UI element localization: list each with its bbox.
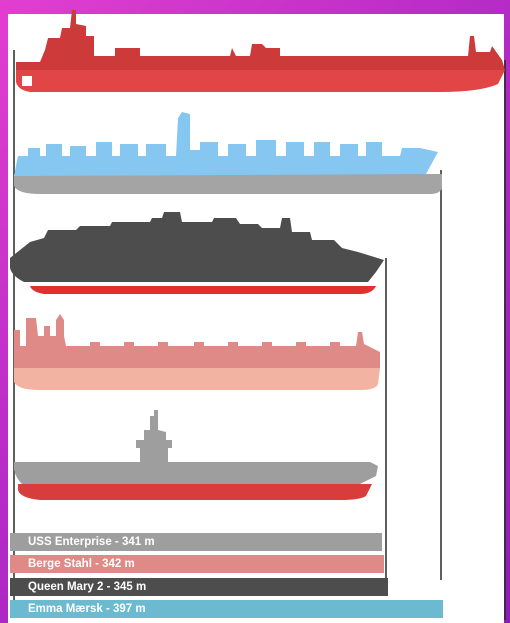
container-ship-superstructure (14, 112, 438, 176)
legend-bar-fill-queen-mary (10, 578, 388, 596)
aircraft-carrier-silhouette (14, 410, 378, 500)
legend-label-emma-maersk: Emma Mærsk - 397 m (28, 603, 146, 615)
legend-label-enterprise: USS Enterprise - 341 m (28, 536, 155, 548)
legend-bar-fill-berge (10, 555, 384, 573)
legend-bar-fill-enterprise (10, 533, 382, 551)
cruise-liner-silhouette (10, 212, 384, 294)
container-ship-silhouette (14, 112, 442, 194)
oil-tanker-silhouette (16, 10, 505, 92)
oil-tanker-superstructure (16, 10, 505, 70)
cruise-liner-keel (30, 286, 376, 294)
cruise-liner-superstructure (10, 212, 384, 282)
bulk-carrier-silhouette (14, 314, 380, 390)
container-ship-hull (14, 174, 442, 194)
bulk-carrier-superstructure (14, 314, 380, 368)
aircraft-carrier-hull (18, 484, 372, 500)
bulk-carrier-hull (14, 368, 380, 390)
comparison-card (8, 14, 504, 623)
aircraft-carrier-deck (14, 410, 378, 484)
oil-tanker-bow-mark (22, 76, 32, 86)
legend-label-berge-stahl: Berge Stahl - 342 m (28, 558, 135, 570)
legend-label-queen-mary: Queen Mary 2 - 345 m (28, 581, 147, 593)
legend-bar-fill-emma (10, 600, 443, 618)
oil-tanker-hull (16, 70, 505, 92)
